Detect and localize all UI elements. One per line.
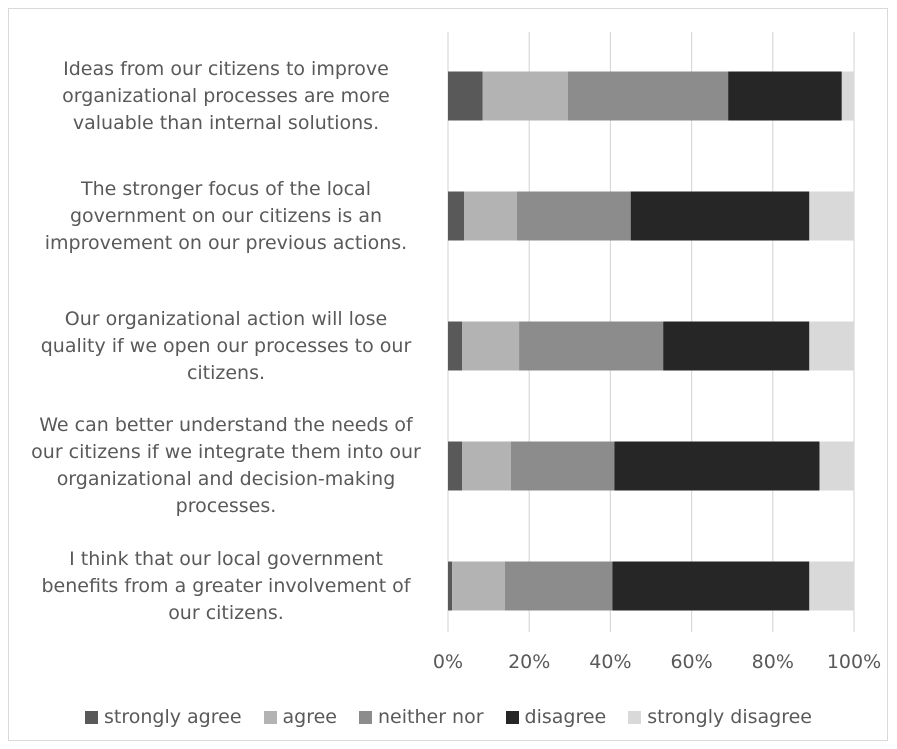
- bar-segment: [728, 71, 842, 121]
- legend-swatch: [628, 710, 642, 724]
- x-tick-label: 100%: [827, 651, 881, 673]
- bar-segment: [809, 561, 854, 611]
- category-label-line: Our organizational action will lose: [64, 307, 388, 330]
- category-label: Ideas from our citizens to improve organi…: [16, 56, 436, 137]
- bar-segment: [841, 71, 854, 121]
- category-label-line: Ideas from our citizens to improve: [63, 57, 389, 80]
- category-label-line: valuable than internal solutions.: [72, 111, 380, 134]
- bar-segment: [809, 191, 854, 241]
- bar-segment: [630, 191, 810, 241]
- bar-segment: [504, 561, 613, 611]
- category-label-line: The stronger focus of the local: [81, 177, 371, 200]
- x-tick-label: 20%: [508, 651, 550, 673]
- legend-label: strongly agree: [104, 706, 242, 728]
- legend-item: disagree: [505, 706, 607, 728]
- bar-segment: [567, 71, 729, 121]
- category-label-line: benefits from a greater involvement of: [41, 574, 411, 597]
- category-label-line: our citizens if we integrate them into o…: [31, 441, 421, 463]
- legend-swatch: [505, 710, 519, 724]
- category-label-line: quality if we open our processes to our: [40, 334, 412, 357]
- legend-item: strongly disagree: [628, 706, 812, 728]
- bar-segment: [612, 561, 810, 611]
- category-label-line: We can better understand the needs of: [39, 414, 413, 436]
- bar-segment: [462, 441, 511, 491]
- x-tick-label: 40%: [589, 651, 631, 673]
- bar-segment: [448, 71, 483, 121]
- x-tick-label: 60%: [670, 651, 712, 673]
- category-label-line: I think that our local government: [69, 547, 383, 570]
- legend-swatch: [359, 710, 372, 724]
- category-label-line: citizens.: [186, 361, 266, 384]
- category-label-line: government on our citizens is an: [69, 204, 383, 227]
- bar-segment: [448, 561, 453, 611]
- category-label-line: our citizens.: [168, 601, 284, 624]
- bar-segment: [448, 321, 463, 371]
- bar-segment: [462, 321, 520, 371]
- category-label: Our organizational action will lose quali…: [16, 306, 436, 387]
- legend: strongly agree agree neither nor disagree st…: [0, 702, 897, 732]
- legend-item: agree: [263, 706, 337, 728]
- legend-swatch: [263, 710, 277, 724]
- legend-label: agree: [282, 706, 337, 728]
- bar-segment: [448, 441, 463, 491]
- bar-segment: [452, 561, 505, 611]
- bar-segment: [517, 191, 631, 241]
- x-tick-label: 80%: [752, 651, 794, 673]
- bar-segment: [819, 441, 854, 491]
- category-label: I think that our local government benefit…: [16, 546, 436, 627]
- legend-label: neither nor: [378, 706, 484, 728]
- category-label: The stronger focus of the local governmen…: [16, 176, 436, 257]
- category-label-line: improvement on our previous actions.: [44, 231, 408, 254]
- legend-item: neither nor: [359, 706, 484, 728]
- category-label-line: organizational processes are more: [62, 84, 390, 107]
- bar-segment: [614, 441, 820, 491]
- bar-segment: [519, 321, 664, 371]
- category-label-line: organizational and decision-making: [56, 468, 396, 490]
- bar-segment: [809, 321, 854, 371]
- bar-segment: [464, 191, 518, 241]
- bar-segment: [448, 191, 465, 241]
- legend-item: strongly agree: [85, 706, 242, 728]
- bar-segment: [510, 441, 615, 491]
- legend-label: strongly disagree: [647, 706, 812, 728]
- x-tick-label: 0%: [433, 651, 463, 673]
- bar-segment: [482, 71, 568, 121]
- legend-swatch: [85, 710, 98, 724]
- bar-segment: [663, 321, 810, 371]
- legend-label: disagree: [524, 706, 607, 728]
- category-label: We can better understand the needs of our…: [16, 412, 436, 520]
- category-label-line: processes.: [175, 495, 277, 517]
